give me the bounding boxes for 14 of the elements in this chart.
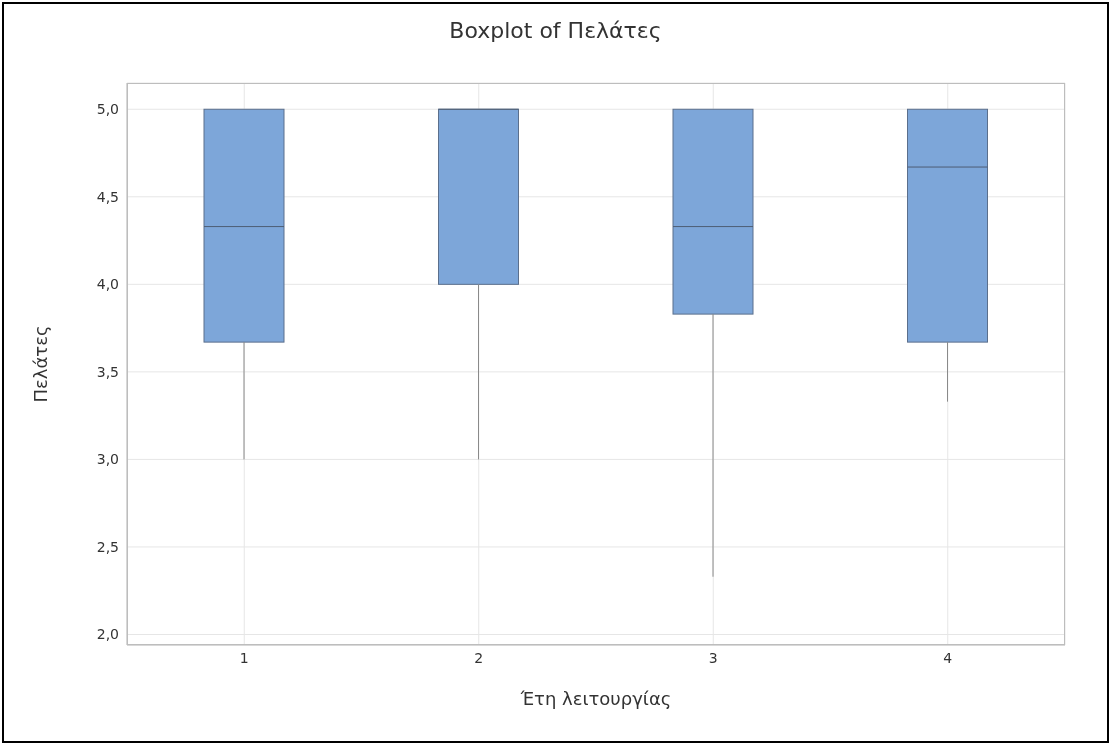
y-tick-label: 2,0 [96,626,119,643]
x-tick-label: 2 [474,649,484,666]
x-tick-label: 3 [708,649,718,666]
chart-title: Boxplot of Πελάτες [448,18,663,43]
y-tick-label: 4,0 [96,276,119,293]
y-tick-label: 3,0 [96,451,119,468]
y-tick-label: 5,0 [96,101,119,118]
x-tick-label: 4 [943,649,953,666]
x-axis-title: Έτη λειτουργίας [519,688,673,709]
x-tick-label: 1 [239,649,249,666]
y-tick-label: 4,5 [96,188,119,205]
y-axis-title: Πελάτες [29,325,51,403]
y-tick-label: 2,5 [96,538,119,555]
y-tick-label: 3,5 [96,363,119,380]
